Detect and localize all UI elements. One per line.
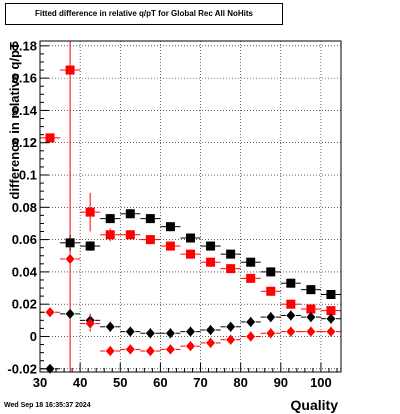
data-point: [105, 214, 115, 224]
data-point: [266, 312, 276, 323]
plot-frame: [39, 40, 342, 373]
data-point: [306, 312, 316, 323]
data-point: [326, 326, 336, 337]
data-point: [125, 344, 135, 355]
data-point: [165, 344, 175, 355]
data-point: [145, 235, 155, 245]
y-tick-label: 0.02: [12, 297, 37, 312]
y-tick-label: 0.14: [12, 103, 38, 118]
data-point: [306, 285, 316, 295]
x-tick-label: 50: [113, 375, 127, 390]
grid: [40, 41, 341, 372]
data-point: [226, 321, 236, 332]
data-point: [125, 230, 135, 240]
data-point: [206, 337, 216, 348]
data-point: [326, 313, 336, 324]
data-point: [206, 325, 216, 336]
data-point: [186, 233, 195, 243]
x-tick-label: 40: [73, 375, 87, 390]
series-3: [40, 308, 341, 374]
data-point: [266, 267, 276, 277]
y-tick-label: 0.18: [12, 38, 37, 53]
data-point: [105, 321, 115, 332]
data-point: [65, 308, 75, 319]
data-point: [45, 133, 55, 143]
x-tick-label: 80: [233, 375, 247, 390]
data-point: [125, 209, 135, 219]
data-point: [165, 241, 175, 251]
y-tick-label: 0.06: [12, 232, 37, 247]
data-point: [286, 310, 296, 321]
y-tick-label: 0.08: [12, 200, 37, 215]
x-axis-label: Quality: [291, 397, 339, 413]
data-point: [206, 241, 216, 251]
data-point: [85, 318, 95, 329]
data-point: [65, 238, 75, 248]
data-point: [246, 316, 256, 327]
y-tick-label: 0.16: [12, 71, 37, 86]
chart-title-box: Fitted difference in relative q/pT for G…: [5, 3, 283, 25]
data-point: [286, 278, 296, 288]
data-point: [306, 304, 316, 314]
data-point: [326, 306, 336, 316]
x-tick-label: 60: [153, 375, 167, 390]
series-1: [60, 209, 341, 299]
data-point: [246, 331, 256, 342]
data-point: [246, 257, 256, 267]
x-tick-label: 30: [33, 375, 47, 390]
data-point: [286, 299, 296, 309]
axis-ticks: 30 40 50 60 70 80 90 100 -0.02 0 0.02 0.04 0.06 0.08 0…: [7, 38, 338, 390]
y-tick-label: -0.02: [7, 361, 37, 376]
data-point: [105, 346, 115, 357]
data-point: [266, 286, 276, 296]
data-point: [186, 341, 195, 352]
data-point: [125, 326, 135, 337]
y-tick-label: 0.1: [19, 168, 37, 183]
data-point: [85, 241, 95, 251]
data-point: [85, 207, 95, 217]
data-point: [206, 257, 216, 267]
data-point: [65, 253, 75, 264]
data-point: [186, 249, 195, 259]
data-point: [145, 214, 155, 224]
y-tick-label: 0.12: [12, 135, 37, 150]
y-tick-label: 0: [30, 329, 37, 344]
data-point: [226, 249, 236, 259]
data-point: [306, 326, 316, 337]
data-point: [145, 328, 155, 339]
timestamp: Wed Sep 18 16:35:37 2024: [4, 402, 91, 409]
data-point: [226, 334, 236, 345]
data-point: [246, 273, 256, 283]
data-point: [65, 65, 75, 75]
series-2: [40, 65, 341, 316]
data-point: [165, 328, 175, 339]
series-4: [40, 253, 341, 357]
x-tick-label: 100: [310, 375, 332, 390]
data-point: [326, 289, 336, 299]
data-point: [266, 328, 276, 339]
data-point: [226, 264, 236, 274]
data-point: [105, 230, 115, 240]
x-tick-label: 90: [274, 375, 288, 390]
data-point: [186, 326, 195, 337]
data-point: [145, 346, 155, 357]
y-tick-label: 0.04: [12, 264, 38, 279]
data-point: [286, 326, 296, 337]
chart-title: Fitted difference in relative q/pT for G…: [35, 9, 253, 18]
data-series: [40, 65, 341, 374]
data-point: [165, 222, 175, 232]
y-axis-label: difference in relative q/pT: [7, 42, 22, 200]
data-point: [45, 307, 55, 318]
x-tick-label: 70: [193, 375, 207, 390]
